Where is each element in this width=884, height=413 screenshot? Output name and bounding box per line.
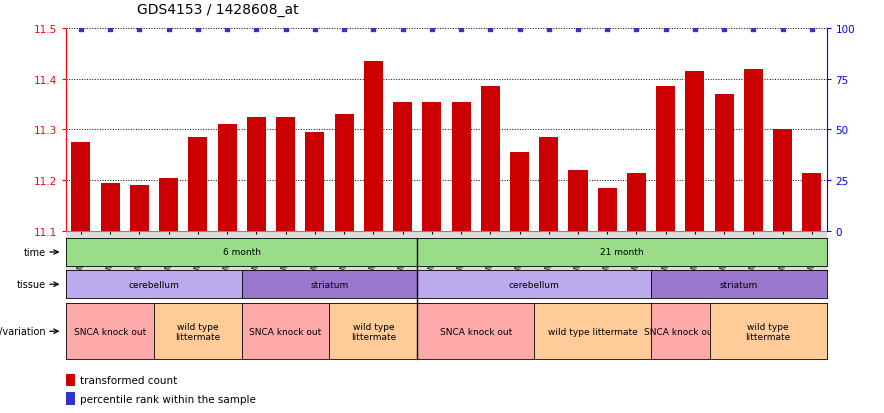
Point <box>804 26 819 33</box>
Point <box>220 26 234 33</box>
Bar <box>714 95 734 231</box>
Point <box>337 26 351 33</box>
Text: wild type littermate: wild type littermate <box>548 327 637 336</box>
Point <box>424 26 438 33</box>
Point <box>659 26 673 33</box>
Point <box>74 26 88 33</box>
Bar <box>334 115 354 231</box>
Point <box>133 26 147 33</box>
Text: SNCA knock out: SNCA knock out <box>249 327 322 336</box>
Text: SNCA knock out: SNCA knock out <box>439 327 512 336</box>
Bar <box>364 62 383 231</box>
Bar <box>627 173 646 231</box>
Bar <box>66 374 75 386</box>
Bar <box>423 102 441 231</box>
Bar <box>744 69 763 231</box>
Bar <box>539 138 559 231</box>
Bar <box>598 188 617 231</box>
Point <box>484 26 498 33</box>
Text: 6 month: 6 month <box>223 248 261 257</box>
Bar <box>481 87 499 231</box>
Bar <box>305 133 324 231</box>
Point <box>278 26 293 33</box>
Point <box>717 26 731 33</box>
Bar <box>217 125 237 231</box>
Text: GDS4153 / 1428608_at: GDS4153 / 1428608_at <box>137 2 299 17</box>
Text: tissue: tissue <box>17 280 46 290</box>
Point <box>395 26 409 33</box>
Bar <box>656 87 675 231</box>
Point <box>600 26 614 33</box>
Text: striatum: striatum <box>720 280 758 289</box>
Text: SNCA knock out: SNCA knock out <box>74 327 146 336</box>
Bar <box>685 72 705 231</box>
Bar <box>159 178 179 231</box>
Bar <box>568 171 588 231</box>
Point <box>746 26 760 33</box>
Text: wild type
littermate: wild type littermate <box>745 322 790 341</box>
Text: wild type
littermate: wild type littermate <box>175 322 220 341</box>
Point <box>688 26 702 33</box>
Point <box>103 26 118 33</box>
Point <box>191 26 205 33</box>
Point <box>513 26 527 33</box>
Text: 21 month: 21 month <box>600 248 644 257</box>
Text: wild type
littermate: wild type littermate <box>351 322 396 341</box>
Bar <box>188 138 208 231</box>
Text: striatum: striatum <box>310 280 348 289</box>
Bar <box>774 130 792 231</box>
Text: cerebellum: cerebellum <box>508 280 560 289</box>
Text: time: time <box>24 247 46 257</box>
Point <box>571 26 585 33</box>
Point <box>454 26 469 33</box>
Bar <box>72 143 90 231</box>
Point <box>775 26 789 33</box>
Bar <box>510 153 529 231</box>
Point <box>162 26 176 33</box>
Bar <box>247 117 266 231</box>
Text: transformed count: transformed count <box>80 375 178 385</box>
Bar <box>276 117 295 231</box>
Point <box>629 26 644 33</box>
Point <box>366 26 380 33</box>
Bar <box>393 102 412 231</box>
Point <box>249 26 263 33</box>
Text: SNCA knock out: SNCA knock out <box>644 327 716 336</box>
Text: cerebellum: cerebellum <box>128 280 179 289</box>
Text: genotype/variation: genotype/variation <box>0 326 46 337</box>
Point <box>542 26 556 33</box>
Bar <box>130 186 149 231</box>
Bar <box>101 183 119 231</box>
Text: percentile rank within the sample: percentile rank within the sample <box>80 394 256 404</box>
Bar <box>66 392 75 405</box>
Bar <box>803 173 821 231</box>
Bar <box>452 102 470 231</box>
Point <box>308 26 322 33</box>
